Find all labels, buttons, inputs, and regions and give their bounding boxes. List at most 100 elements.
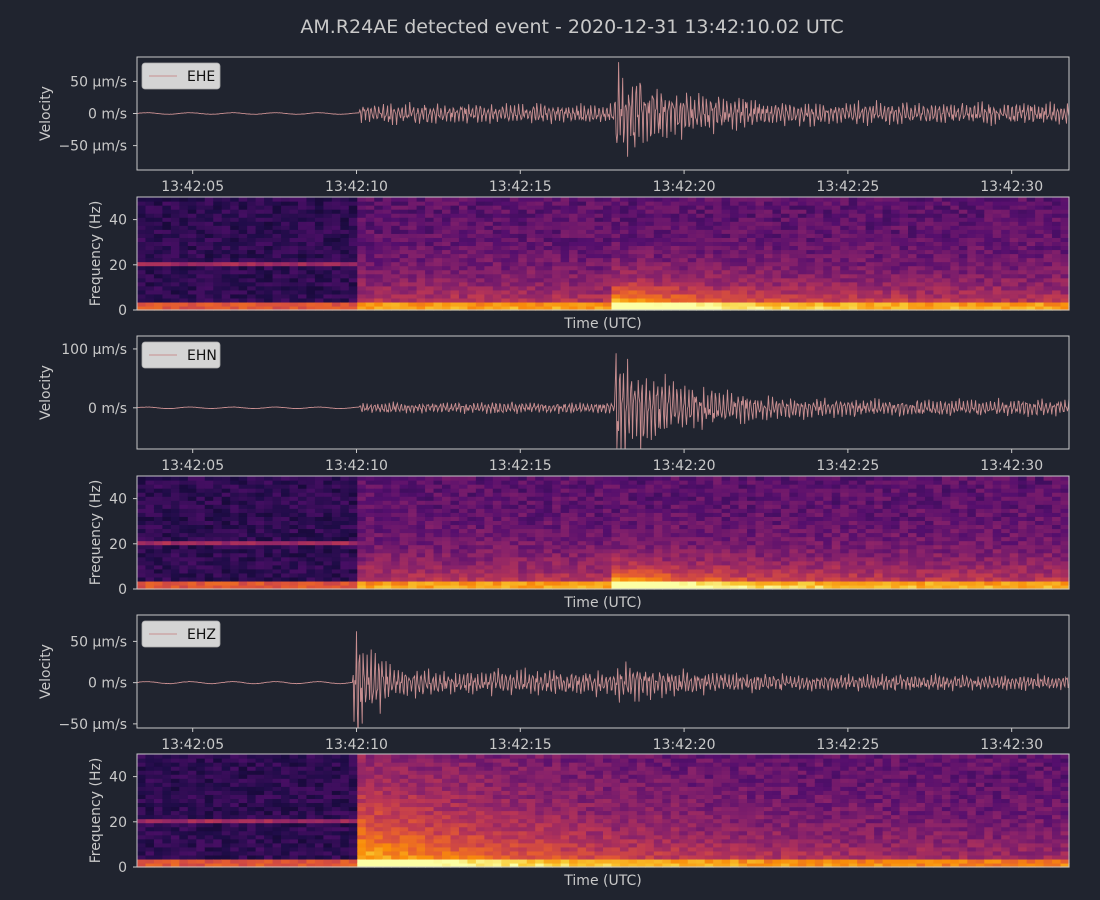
spectrogram-cell <box>145 269 155 275</box>
spectrogram-cell <box>357 197 367 202</box>
spectrogram-cell <box>221 289 231 295</box>
spectrogram-cell <box>933 209 943 214</box>
spectrogram-cell <box>416 261 426 267</box>
spectrogram-cell <box>763 233 774 238</box>
spectrogram-cell <box>196 217 206 222</box>
spectrogram-cell <box>162 560 172 566</box>
spectrogram-cell <box>255 476 265 481</box>
spectrogram-cell <box>374 289 384 295</box>
spectrogram-cell <box>704 285 714 291</box>
spectrogram-cell <box>1026 245 1036 251</box>
spectrogram-cell <box>543 201 553 206</box>
spectrogram-cell <box>594 241 604 247</box>
spectrogram-cell <box>442 205 452 210</box>
spectrogram-cell <box>213 484 223 489</box>
spectrogram-cell <box>899 301 909 307</box>
spectrogram-cell <box>137 225 147 230</box>
spectrogram-cell <box>187 584 197 590</box>
spectrogram-cell <box>628 560 638 566</box>
spectrogram-cell <box>272 209 282 214</box>
spectrogram-cell <box>323 273 333 279</box>
spectrogram-cell <box>975 297 985 303</box>
spectrogram-cell <box>196 205 206 210</box>
spectrogram-cell <box>382 201 392 206</box>
spectrogram-cell <box>670 281 680 287</box>
spectrogram-cell <box>577 285 587 291</box>
spectrogram-cell <box>162 265 172 271</box>
spectrogram-cell <box>636 305 646 311</box>
spectrogram-cell <box>272 584 282 590</box>
spectrogram-cell <box>1060 233 1070 238</box>
spectrogram-cell <box>713 205 723 210</box>
spectrogram-cell <box>145 197 155 202</box>
spectrogram-cell <box>670 221 680 226</box>
spectrogram-cell <box>636 484 646 489</box>
spectrogram-cell <box>238 528 248 534</box>
spectrogram-cell <box>382 504 392 509</box>
spectrogram-cell <box>763 253 774 259</box>
spectrogram-cell <box>552 544 562 550</box>
spectrogram-cell <box>425 496 435 501</box>
spectrogram-cell <box>730 201 740 206</box>
spectrogram-cell <box>1052 301 1062 307</box>
spectrogram-cell <box>848 205 858 210</box>
spectrogram-cell <box>238 488 248 493</box>
spectrogram-cell <box>196 245 206 251</box>
spectrogram-cell <box>1035 197 1045 202</box>
spectrogram-cell <box>924 201 935 206</box>
spectrogram-cell <box>797 285 807 291</box>
spectrogram-cell <box>399 532 409 538</box>
spectrogram-cell <box>891 217 901 222</box>
legend-box <box>141 620 221 648</box>
spectrogram-cell <box>586 289 596 295</box>
spectrogram-cell <box>569 548 579 554</box>
spectrogram-cell <box>899 281 909 287</box>
spectrogram-cell <box>899 261 909 267</box>
spectrogram-cell <box>670 548 680 554</box>
spectrogram-cell <box>670 560 680 566</box>
spectrogram-cell <box>636 201 646 206</box>
spectrogram-cell <box>704 253 714 259</box>
spectrogram-cell <box>1026 209 1036 214</box>
spectrogram-cell <box>314 572 324 578</box>
spectrogram-cell <box>670 301 680 307</box>
spectrogram-cell <box>221 261 231 267</box>
spectrogram-cell <box>408 237 418 242</box>
spectrogram-cell <box>789 265 799 271</box>
spectrogram-cell <box>679 285 689 291</box>
spectrogram-cell <box>865 241 875 247</box>
spectrogram-cell <box>840 229 850 234</box>
spectrogram-cell <box>967 305 977 311</box>
spectrogram-cell <box>314 496 324 501</box>
spectrogram-cell <box>552 229 562 234</box>
spectrogram-cell <box>603 520 613 526</box>
spectrogram-cell <box>552 237 562 242</box>
spectrogram-cell <box>297 512 308 517</box>
spectrogram-cell <box>594 281 604 287</box>
spectrogram-cell <box>213 253 223 259</box>
spectrogram-cell <box>340 532 350 538</box>
spectrogram-cell <box>314 253 324 259</box>
spectrogram-cell <box>289 496 299 501</box>
spectrogram-cell <box>569 205 579 210</box>
spectrogram-cell <box>255 269 265 275</box>
spectrogram-cell <box>323 496 333 501</box>
spectrogram-cell <box>933 213 943 218</box>
spectrogram-cell <box>221 241 231 247</box>
spectrogram-cell <box>636 556 646 562</box>
spectrogram-cell <box>425 568 435 574</box>
spectrogram-cell <box>331 580 341 586</box>
spectrogram-cell <box>492 269 502 275</box>
spectrogram-cell <box>874 205 884 210</box>
spectrogram-cell <box>348 560 358 566</box>
spectrogram-cell <box>492 492 502 497</box>
spectrogram-cell <box>238 289 248 295</box>
spectrogram-cell <box>297 548 308 554</box>
spectrogram-cell <box>535 548 545 554</box>
spectrogram-cell <box>501 273 511 279</box>
spectrogram-cell <box>662 508 672 513</box>
spectrogram-cell <box>357 233 367 238</box>
spectrogram-cell <box>162 524 172 530</box>
spectrogram-cell <box>526 552 536 558</box>
spectrogram-cell <box>662 548 672 554</box>
